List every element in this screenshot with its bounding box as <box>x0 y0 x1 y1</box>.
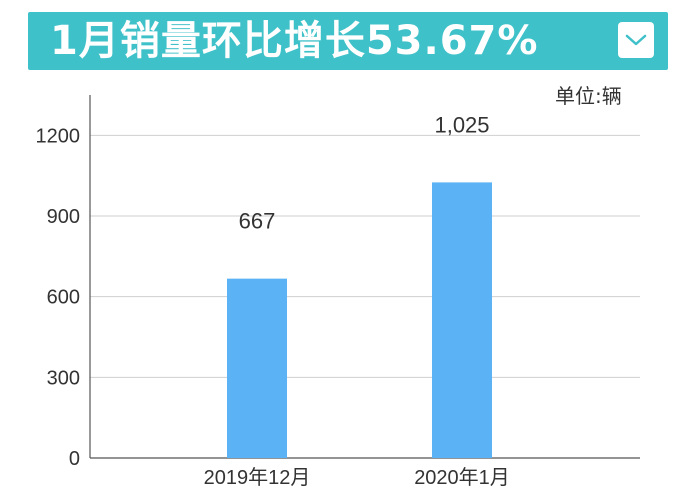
title-banner: 1月销量环比增长53.67% <box>28 12 668 70</box>
data-label: 667 <box>239 209 276 234</box>
x-tick-label: 2019年12月 <box>204 466 311 489</box>
chart-title: 1月销量环比增长53.67% <box>50 18 539 64</box>
x-tick-label: 2020年1月 <box>414 466 510 489</box>
data-label: 1,025 <box>434 112 489 137</box>
y-tick-label: 600 <box>47 287 80 309</box>
chevron-down-icon <box>625 34 647 46</box>
y-tick-label: 1200 <box>36 125 81 147</box>
unit-label: 单位:辆 <box>555 84 622 108</box>
y-tick-label: 0 <box>69 448 80 470</box>
bar <box>227 278 287 458</box>
dropdown-button[interactable] <box>618 22 654 58</box>
y-tick-label: 300 <box>47 367 80 389</box>
y-tick-label: 900 <box>47 206 80 228</box>
bar <box>432 182 492 458</box>
